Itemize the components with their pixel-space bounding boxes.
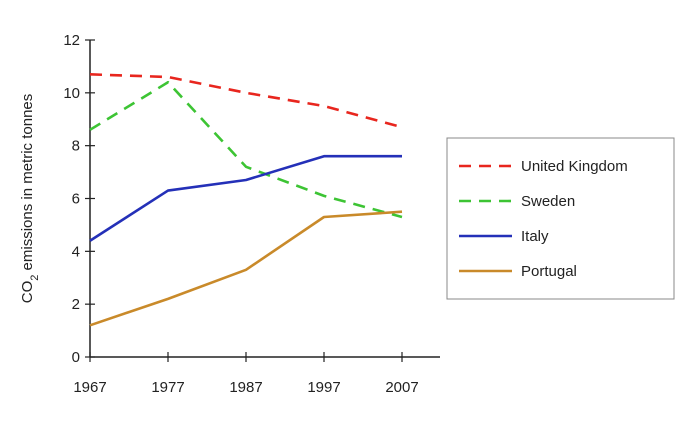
y-axis-label-subscript: 2 [29, 275, 41, 281]
y-axis-label-prefix: CO [19, 281, 36, 304]
series-lines [89, 73, 403, 327]
axes: 0 2 4 6 8 10 12 1967 1977 1987 1997 2007 [63, 32, 440, 396]
y-tick-label: 0 [72, 349, 80, 366]
y-tick-label: 8 [72, 138, 80, 155]
x-tick-label: 1977 [151, 379, 184, 396]
series-line-united-kingdom [89, 73, 403, 129]
x-tick-label: 2007 [385, 379, 418, 396]
legend-label-united-kingdom: United Kingdom [521, 158, 628, 175]
legend-label-sweden: Sweden [521, 193, 575, 210]
y-tick-label: 2 [72, 296, 80, 313]
legend: United Kingdom Sweden Italy Portugal [446, 137, 675, 300]
y-tick-label: 12 [63, 32, 80, 49]
series-line-italy [89, 154, 402, 242]
y-tick-label: 6 [72, 191, 80, 208]
x-tick-label: 1997 [307, 379, 340, 396]
y-tick-label: 10 [63, 85, 80, 102]
x-tick-label: 1987 [229, 379, 262, 396]
y-tick-label: 4 [72, 243, 80, 260]
y-axis-label-suffix: emissions in metric tonnes [19, 94, 36, 275]
series-line-sweden [89, 80, 403, 219]
legend-label-portugal: Portugal [521, 263, 577, 280]
legend-label-italy: Italy [521, 228, 549, 245]
x-tick-label: 1967 [73, 379, 106, 396]
series-line-portugal [89, 210, 403, 327]
y-axis-label: CO2 emissions in metric tonnes [19, 94, 41, 304]
